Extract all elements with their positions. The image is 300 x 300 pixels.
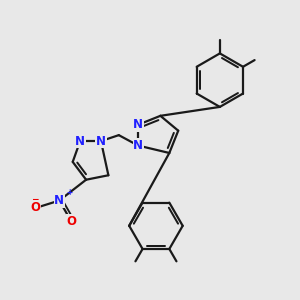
Text: O: O	[66, 215, 76, 228]
Text: −: −	[31, 195, 39, 204]
Text: N: N	[96, 135, 106, 148]
Text: O: O	[31, 202, 40, 214]
Text: N: N	[54, 194, 64, 207]
Text: N: N	[133, 139, 143, 152]
Text: +: +	[66, 188, 72, 197]
Text: N: N	[75, 135, 85, 148]
Text: N: N	[133, 118, 143, 131]
